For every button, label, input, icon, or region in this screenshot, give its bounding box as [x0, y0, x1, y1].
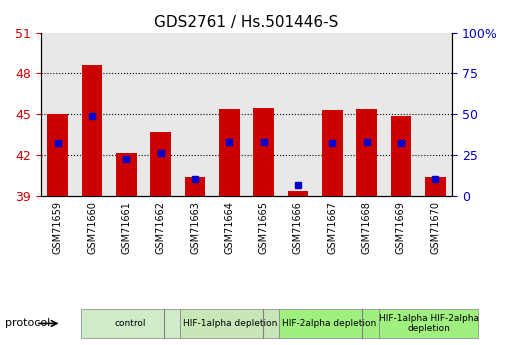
Bar — [322, 110, 343, 196]
Bar — [280, 309, 379, 338]
Bar — [82, 65, 103, 196]
Bar — [425, 177, 445, 196]
Title: GDS2761 / Hs.501446-S: GDS2761 / Hs.501446-S — [154, 15, 339, 30]
Text: HIF-2alpha depletion: HIF-2alpha depletion — [282, 319, 377, 328]
Bar — [150, 132, 171, 196]
Bar — [48, 115, 68, 196]
Bar — [81, 309, 180, 338]
Bar — [253, 108, 274, 196]
Bar — [180, 309, 280, 338]
Bar — [288, 191, 308, 196]
Bar — [357, 109, 377, 196]
Bar — [379, 309, 478, 338]
Text: control: control — [114, 319, 146, 328]
Bar — [390, 116, 411, 196]
Bar — [185, 177, 205, 196]
Text: protocol: protocol — [5, 318, 50, 328]
Text: HIF-1alpha depletion: HIF-1alpha depletion — [183, 319, 277, 328]
Text: HIF-1alpha HIF-2alpha
depletion: HIF-1alpha HIF-2alpha depletion — [379, 314, 479, 333]
Bar — [116, 152, 136, 196]
Bar — [219, 109, 240, 196]
